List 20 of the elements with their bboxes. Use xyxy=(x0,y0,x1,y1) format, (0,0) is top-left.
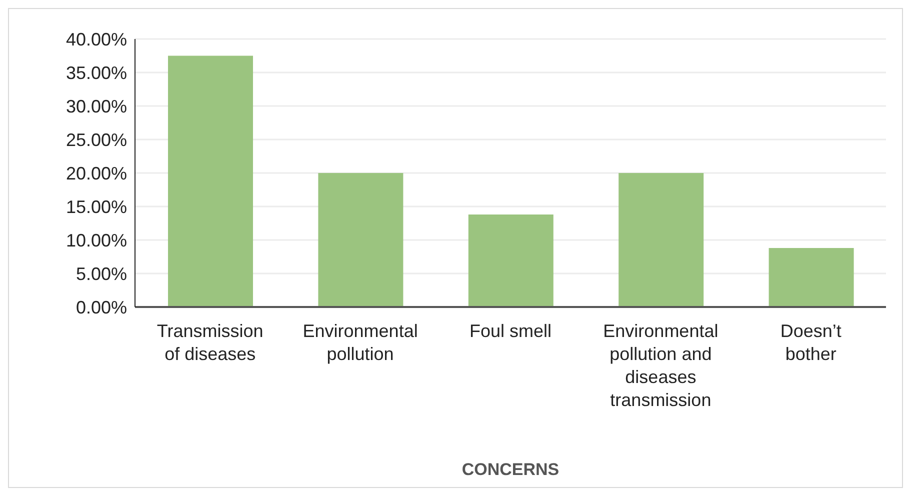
bar xyxy=(618,173,704,307)
y-tick-label: 30.00% xyxy=(66,96,127,116)
x-axis-title: CONCERNS xyxy=(462,460,560,479)
x-tick-label: Environmental pollution and diseases transmission xyxy=(603,321,718,410)
y-tick-label: 10.00% xyxy=(66,230,127,250)
bar xyxy=(318,173,404,307)
y-tick-label: 0.00% xyxy=(76,297,127,318)
bar xyxy=(768,248,854,307)
x-tick-label: Doesn’t bother xyxy=(780,321,842,364)
y-tick-label: 35.00% xyxy=(66,62,127,83)
y-tick-label: 25.00% xyxy=(66,130,127,150)
y-tick-label: 15.00% xyxy=(66,196,127,217)
x-tick-label: Transmission of diseases xyxy=(156,321,264,364)
y-tick-label: 20.00% xyxy=(66,163,127,184)
x-tick-label: Environmental pollution xyxy=(302,321,418,364)
y-tick-label: 5.00% xyxy=(76,264,127,284)
bar xyxy=(468,214,554,307)
x-tick-label: Foul smell xyxy=(469,321,552,341)
y-tick-label: 40.00% xyxy=(66,29,127,50)
bar xyxy=(168,56,253,307)
